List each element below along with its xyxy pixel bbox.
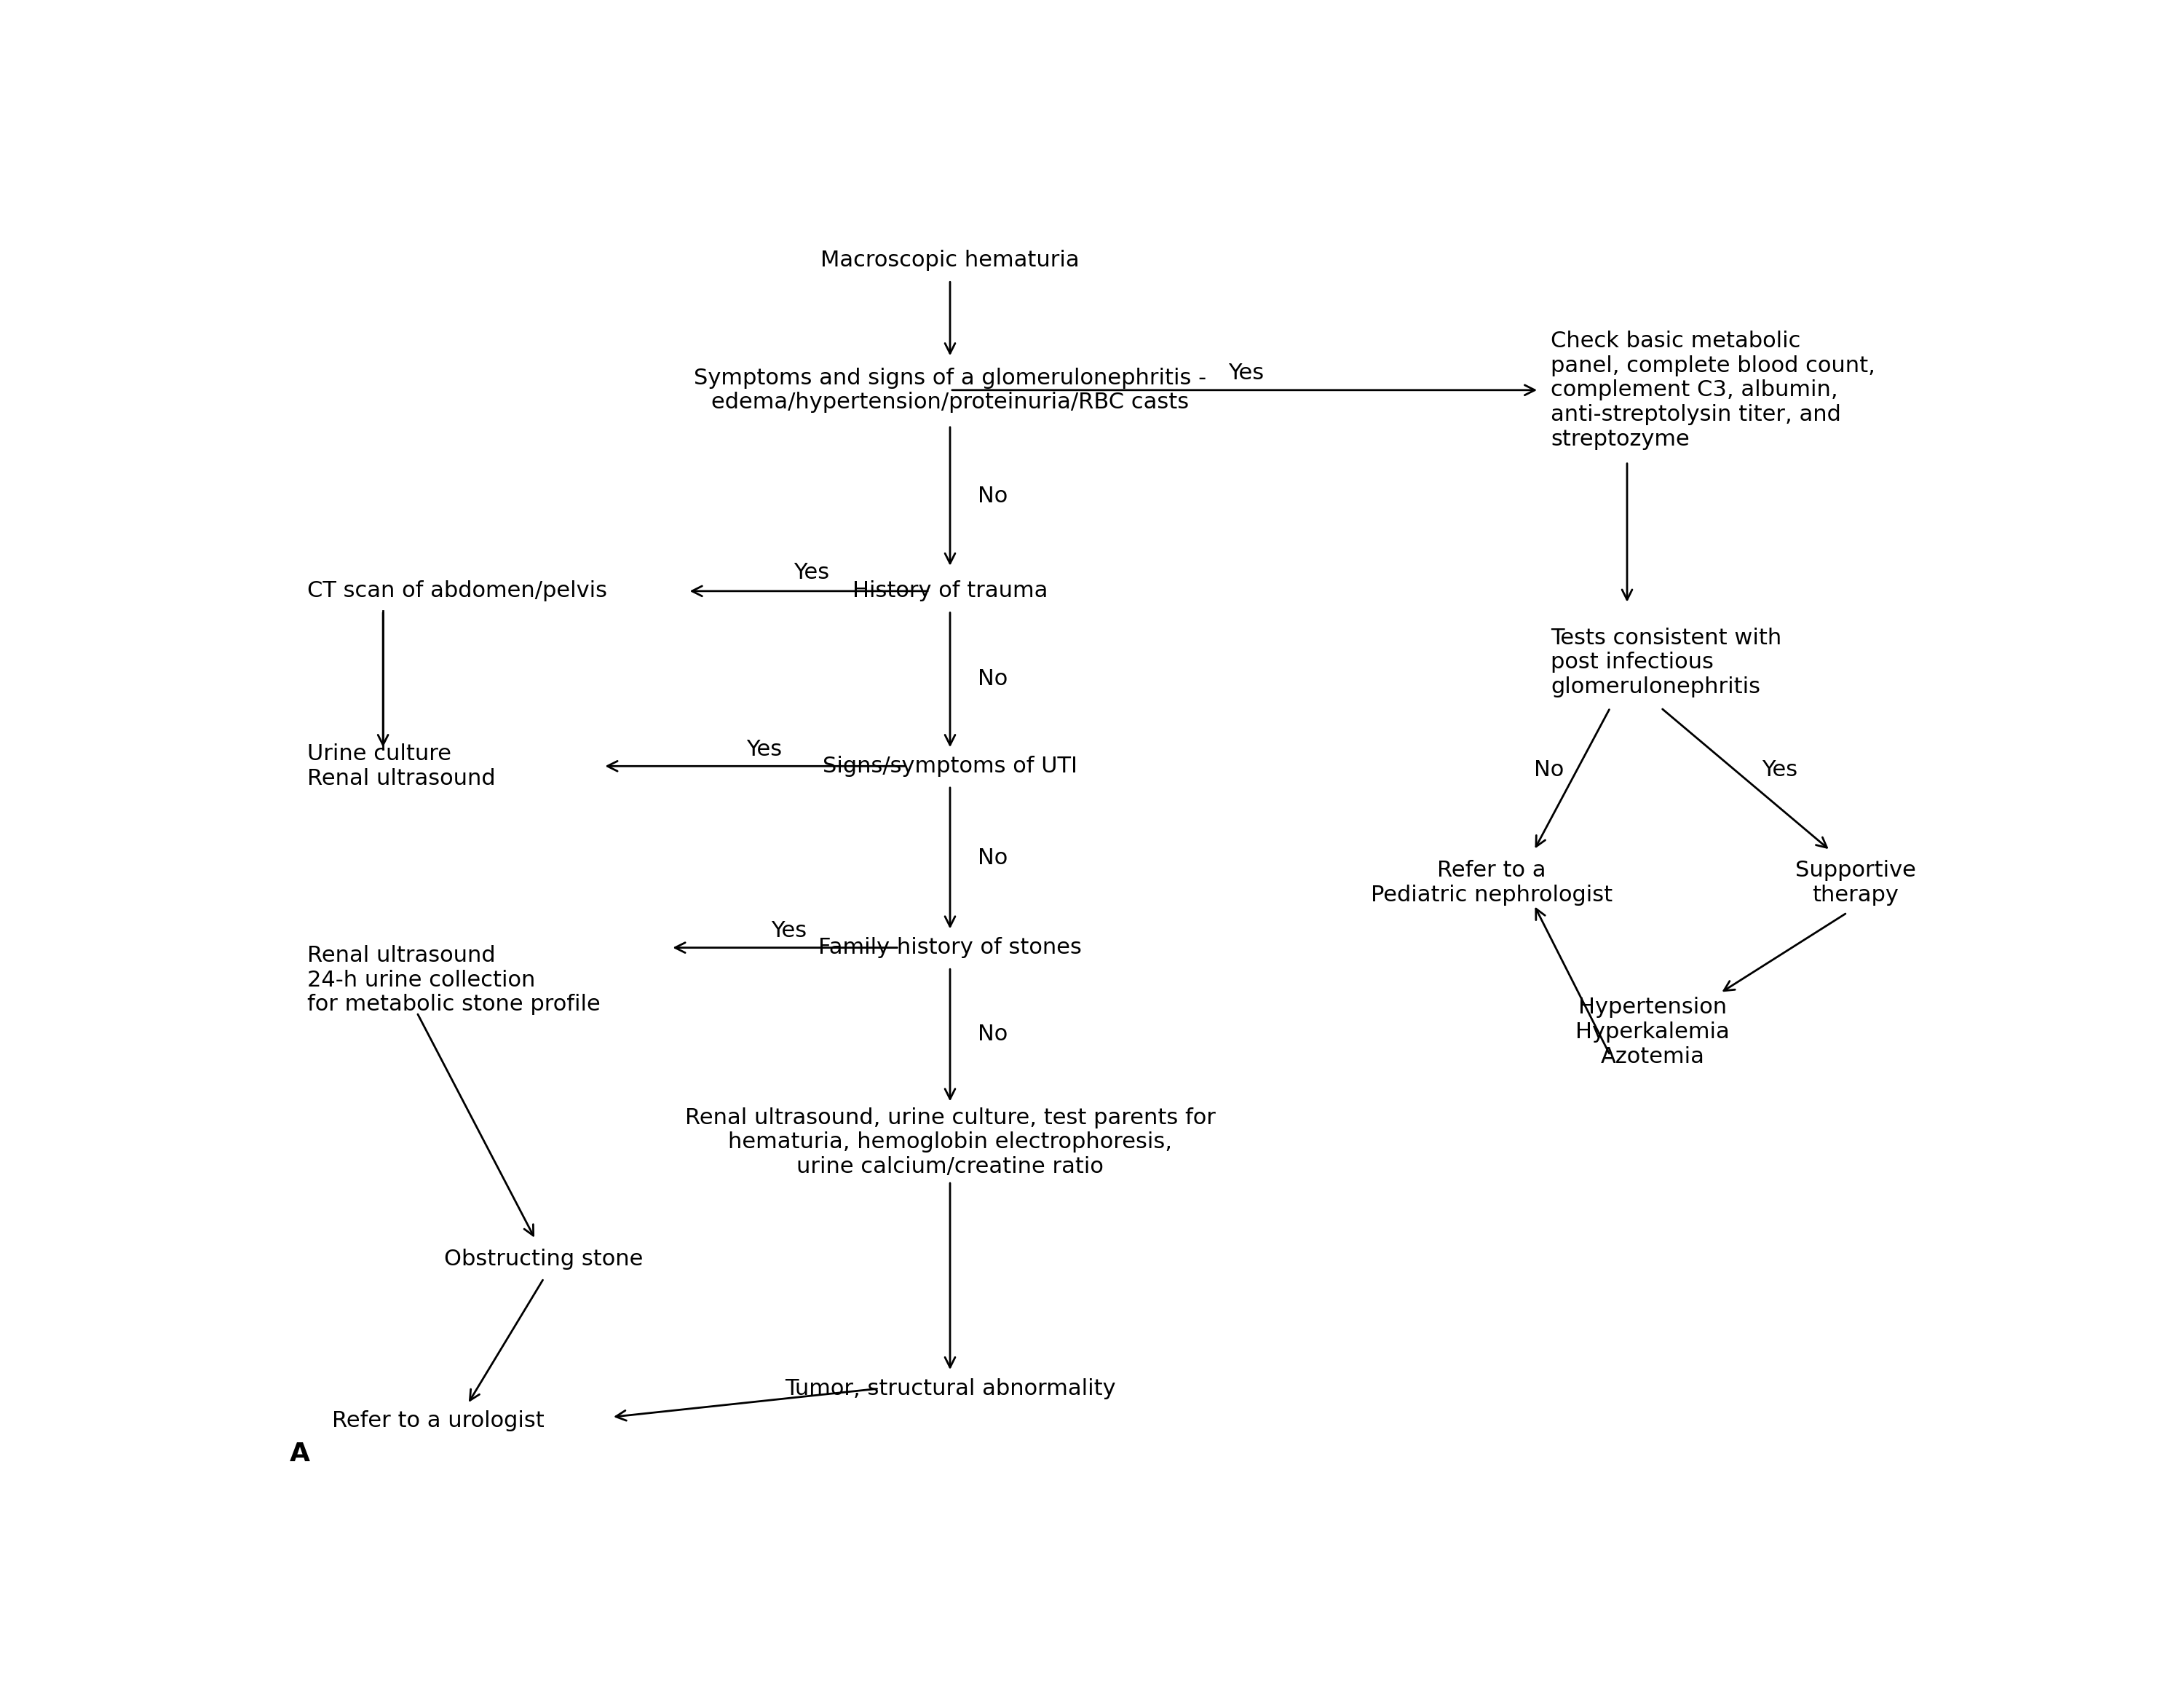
Text: Yes: Yes <box>747 739 782 759</box>
Text: Supportive
therapy: Supportive therapy <box>1795 861 1915 906</box>
Text: No: No <box>978 1024 1007 1046</box>
Text: Refer to a
Pediatric nephrologist: Refer to a Pediatric nephrologist <box>1372 861 1612 906</box>
Text: Yes: Yes <box>1227 362 1265 384</box>
Text: History of trauma: History of trauma <box>852 581 1048 601</box>
Text: Renal ultrasound
24-h urine collection
for metabolic stone profile: Renal ultrasound 24-h urine collection f… <box>306 945 601 1015</box>
Text: Symptoms and signs of a glomerulonephritis -
edema/hypertension/proteinuria/RBC : Symptoms and signs of a glomerulonephrit… <box>695 367 1206 413</box>
Text: Yes: Yes <box>1762 759 1797 781</box>
Text: Urine culture
Renal ultrasound: Urine culture Renal ultrasound <box>306 743 496 788</box>
Text: Renal ultrasound, urine culture, test parents for
hematuria, hemoglobin electrop: Renal ultrasound, urine culture, test pa… <box>686 1106 1214 1177</box>
Text: Obstructing stone: Obstructing stone <box>443 1248 644 1270</box>
Text: A: A <box>290 1442 310 1467</box>
Text: Family history of stones: Family history of stones <box>819 936 1081 958</box>
Text: No: No <box>978 847 1007 869</box>
Text: Yes: Yes <box>793 562 830 583</box>
Text: No: No <box>1533 759 1564 781</box>
Text: Yes: Yes <box>771 919 808 941</box>
Text: Check basic metabolic
panel, complete blood count,
complement C3, albumin,
anti-: Check basic metabolic panel, complete bl… <box>1551 330 1876 450</box>
Text: Signs/symptoms of UTI: Signs/symptoms of UTI <box>823 756 1077 776</box>
Text: Macroscopic hematuria: Macroscopic hematuria <box>821 249 1079 271</box>
Text: No: No <box>978 669 1007 690</box>
Text: No: No <box>978 487 1007 507</box>
Text: Tumor, structural abnormality: Tumor, structural abnormality <box>784 1378 1116 1399</box>
Text: CT scan of abdomen/pelvis: CT scan of abdomen/pelvis <box>306 581 607 601</box>
Text: Tests consistent with
post infectious
glomerulonephritis: Tests consistent with post infectious gl… <box>1551 628 1782 697</box>
Text: Refer to a urologist: Refer to a urologist <box>332 1411 544 1431</box>
Text: Hypertension
Hyperkalemia
Azotemia: Hypertension Hyperkalemia Azotemia <box>1575 997 1730 1068</box>
